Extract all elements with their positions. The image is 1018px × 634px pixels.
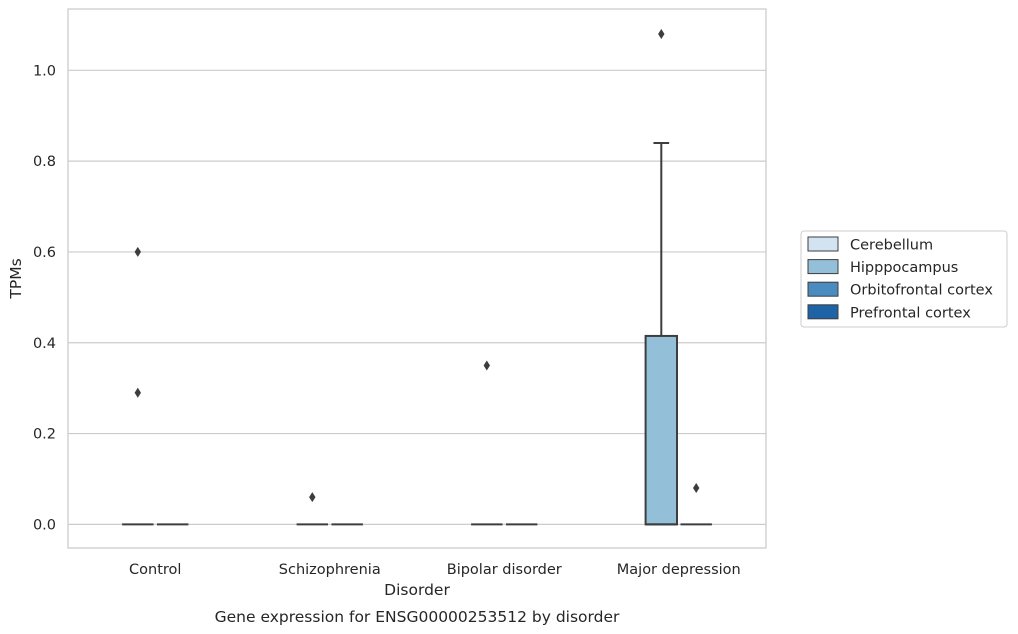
- outlier-point: [309, 492, 316, 503]
- y-tick-label: 0.0: [33, 517, 56, 533]
- y-tick-label: 0.6: [33, 245, 56, 261]
- legend-label: Cerebellum: [850, 238, 933, 254]
- x-axis-label: Disorder: [384, 581, 450, 599]
- x-tick-label: Bipolar disorder: [447, 562, 562, 578]
- outlier-point: [483, 360, 490, 371]
- y-tick-label: 0.8: [33, 154, 56, 170]
- legend-swatch: [807, 281, 839, 297]
- legend-frame: [800, 230, 1008, 328]
- y-tick-label: 0.4: [33, 336, 56, 352]
- chart-caption: Gene expression for ENSG00000253512 by d…: [215, 608, 620, 626]
- legend-swatch: [807, 304, 839, 320]
- box: [644, 334, 679, 526]
- legend-label: Orbitofrontal cortex: [850, 283, 993, 299]
- outlier-point: [134, 387, 141, 398]
- legend: Cerebellum Hipppocampus Orbitofrontal cort…: [800, 230, 1008, 328]
- legend-swatch: [807, 236, 839, 252]
- y-tick-labels: 0.0 0.2 0.4 0.6 0.8 1.0: [33, 63, 56, 533]
- legend-label: Prefrontal cortex: [850, 305, 971, 321]
- y-axis-label: TPMs: [7, 258, 25, 299]
- x-tick-labels: Control Schizophrenia Bipolar disorder Majo…: [129, 562, 741, 578]
- box-marks: [122, 28, 712, 526]
- outlier-point: [693, 483, 700, 494]
- x-tick-label: Major depression: [617, 562, 741, 578]
- plot-frame: [67, 8, 767, 549]
- legend-label: Hipppocampus: [850, 260, 958, 276]
- x-tick-label: Control: [129, 562, 181, 578]
- y-tick-label: 1.0: [33, 63, 56, 79]
- y-tick-label: 0.2: [33, 427, 56, 443]
- outlier-point: [134, 246, 141, 257]
- legend-swatch: [807, 259, 839, 275]
- x-tick-label: Schizophrenia: [279, 562, 381, 578]
- outlier-point: [658, 28, 665, 39]
